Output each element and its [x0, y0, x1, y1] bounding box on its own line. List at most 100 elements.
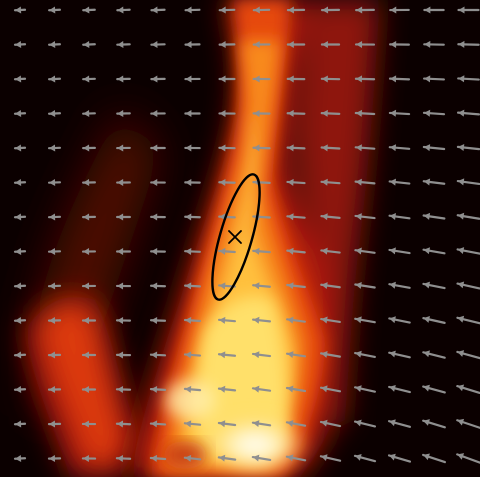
arrow-icon — [422, 144, 446, 152]
arrow-icon — [150, 110, 166, 118]
arrow-icon — [184, 41, 201, 49]
arrow-icon — [457, 75, 480, 83]
arrow-icon — [47, 351, 62, 359]
arrow-icon — [150, 144, 166, 152]
arrow-icon — [184, 109, 201, 117]
arrow-icon — [286, 109, 306, 117]
arrow-icon — [82, 6, 96, 14]
arrow-icon — [116, 144, 131, 152]
arrow-icon — [320, 178, 341, 186]
arrow-icon — [423, 6, 445, 14]
arrow-icon — [252, 316, 271, 324]
arrow-icon — [354, 281, 376, 289]
arrow-icon — [81, 282, 97, 290]
arrow-icon — [218, 6, 236, 14]
arrow-icon — [456, 144, 480, 151]
arrow-icon — [47, 420, 62, 428]
arrow-icon — [13, 178, 27, 186]
arrow-icon — [115, 454, 132, 462]
arrow-icon — [218, 178, 236, 186]
arrow-icon — [422, 178, 446, 186]
arrow-icon — [456, 350, 480, 360]
arrow-icon — [13, 144, 27, 152]
arrow-icon — [217, 351, 237, 359]
arrow-icon — [149, 385, 167, 393]
arrow-icon — [353, 419, 377, 428]
arrow-icon — [320, 75, 341, 83]
arrow-icon — [47, 316, 62, 324]
arrow-icon — [320, 282, 341, 290]
arrow-icon — [354, 350, 376, 359]
arrow-icon — [47, 247, 62, 255]
arrow-icon — [218, 75, 236, 83]
arrow-icon — [320, 144, 341, 152]
arrow-icon — [81, 385, 97, 393]
arrow-icon — [150, 6, 166, 14]
arrow-icon — [184, 144, 201, 152]
arrow-icon — [149, 420, 167, 428]
arrow-icon — [47, 75, 62, 83]
arrow-icon — [13, 385, 27, 393]
arrow-icon — [183, 385, 202, 393]
dark-spot-bottom — [163, 441, 207, 469]
arrow-icon — [388, 213, 411, 220]
arrow-icon — [285, 351, 307, 359]
arrow-icon — [252, 247, 271, 255]
arrow-icon — [456, 315, 480, 325]
arrow-icon — [183, 351, 202, 359]
arrow-icon — [388, 316, 411, 324]
arrow-icon — [115, 351, 132, 359]
arrow-icon — [116, 110, 131, 118]
arrow-icon — [184, 282, 201, 290]
arrow-icon — [423, 75, 445, 83]
plume-left-arm — [25, 296, 140, 477]
arrow-icon — [47, 454, 62, 462]
arrow-icon — [149, 454, 167, 462]
arrow-icon — [251, 454, 272, 462]
arrow-icon — [320, 213, 341, 221]
arrow-icon — [252, 282, 271, 290]
arrow-icon — [47, 213, 62, 221]
arrow-icon — [184, 178, 201, 186]
arrow-icon — [320, 247, 341, 255]
arrow-icon — [456, 418, 480, 429]
arrow-icon — [422, 350, 446, 359]
arrow-icon — [320, 109, 341, 117]
arrow-icon — [388, 350, 411, 359]
arrow-icon — [422, 384, 446, 394]
hotspot-bottom — [165, 380, 310, 477]
arrow-icon — [218, 41, 236, 49]
arrow-icon — [355, 6, 375, 14]
arrow-icon — [422, 212, 446, 220]
arrow-icon — [115, 316, 132, 324]
arrow-icon — [149, 351, 167, 359]
arrow-icon — [149, 316, 167, 324]
arrow-icon — [354, 178, 376, 186]
arrow-icon — [388, 281, 411, 289]
arrow-icon — [217, 385, 237, 393]
arrow-icon — [13, 6, 27, 14]
arrow-icon — [388, 384, 411, 394]
arrow-icon — [252, 75, 271, 83]
arrow-icon — [183, 316, 202, 324]
arrow-icon — [184, 75, 201, 83]
arrow-icon — [456, 212, 480, 220]
ellipse-outline — [211, 173, 261, 301]
arrow-icon — [456, 384, 480, 395]
arrow-icon — [422, 247, 446, 255]
arrow-icon — [286, 282, 306, 290]
arrow-icon — [13, 454, 27, 462]
arrow-icon — [320, 40, 341, 48]
arrow-icon — [286, 213, 306, 221]
arrow-icon — [115, 247, 132, 255]
arrow-icon — [320, 350, 341, 358]
arrow-icon — [116, 41, 131, 49]
arrow-icon — [13, 75, 27, 83]
arrow-icon — [389, 40, 410, 48]
arrow-icon — [251, 420, 272, 428]
arrow-icon — [47, 385, 62, 393]
arrow-icon — [184, 247, 201, 255]
arrow-icon — [423, 40, 445, 48]
arrow-icon — [13, 316, 27, 324]
